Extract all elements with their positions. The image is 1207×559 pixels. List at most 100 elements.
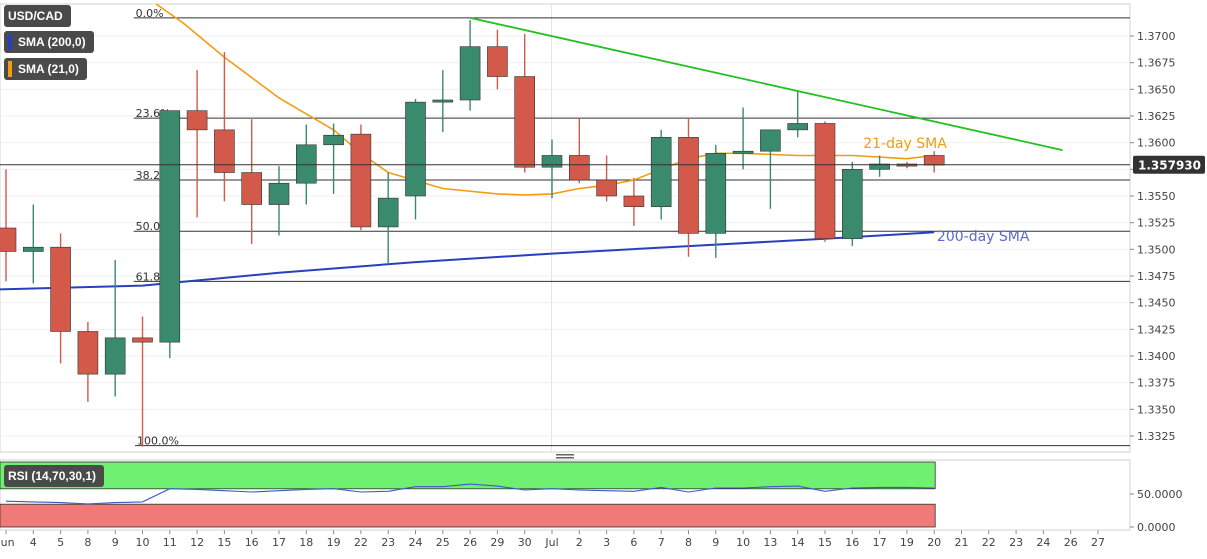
candle-body <box>568 155 590 181</box>
bullish-candle <box>705 144 727 258</box>
y-tick-label: 1.3325 <box>1137 430 1176 443</box>
x-tick-label: 6 <box>630 536 637 549</box>
bearish-candle <box>814 121 836 242</box>
candle-body <box>814 123 836 239</box>
candle-body <box>732 150 754 154</box>
candle-body <box>541 155 563 168</box>
x-tick-label: 10 <box>736 536 750 549</box>
candle-body <box>432 99 454 103</box>
candle-body <box>295 144 317 184</box>
bearish-candle <box>132 316 153 447</box>
candle-body <box>22 246 44 252</box>
candle-body <box>705 153 727 234</box>
candle-body <box>678 137 699 234</box>
rsi-legend[interactable]: RSI (14,70,30,1) <box>4 465 105 487</box>
bearish-candle <box>0 169 17 282</box>
bullish-candle <box>732 107 754 170</box>
bearish-candle <box>350 124 372 231</box>
x-tick-label: 8 <box>84 536 91 549</box>
bullish-candle <box>760 129 781 209</box>
y-tick-label: 1.3650 <box>1137 83 1176 96</box>
candle-body <box>186 110 208 131</box>
candle-body <box>268 182 290 205</box>
bearish-candle <box>514 33 536 173</box>
x-tick-label: 17 <box>272 536 286 549</box>
candle-body <box>787 123 809 131</box>
x-tick-label: Jul <box>544 536 558 549</box>
bearish-candle <box>678 118 699 257</box>
x-tick-label: 15 <box>818 536 832 549</box>
candle-body <box>0 227 17 252</box>
bearish-candle <box>241 119 262 244</box>
bullish-candle <box>22 204 44 284</box>
bullish-candle <box>787 91 809 138</box>
bearish-candle <box>77 321 99 402</box>
x-tick-label: 15 <box>217 536 231 549</box>
y-tick-label: 1.3675 <box>1137 57 1176 70</box>
x-tick-label: 9 <box>112 536 119 549</box>
panel-divider-grip <box>556 457 574 459</box>
sma21-legend-label: SMA (21,0) <box>18 62 79 76</box>
y-tick-label: 1.3400 <box>1137 350 1176 363</box>
bullish-candle <box>841 161 863 247</box>
bearish-candle <box>568 118 590 184</box>
y-tick-label: 1.3375 <box>1137 377 1176 390</box>
sma200-legend[interactable]: SMA (200,0) <box>4 31 94 53</box>
x-tick-label: 19 <box>327 536 341 549</box>
x-tick-label: 26 <box>1064 536 1078 549</box>
x-tick-label: 26 <box>463 536 477 549</box>
rsi-legend-label: RSI (14,70,30,1) <box>8 469 97 483</box>
fib-level-label: 0.0% <box>136 7 164 20</box>
candle-body <box>214 129 235 173</box>
candle-body <box>159 110 181 343</box>
bullish-candle <box>268 166 290 236</box>
y-tick-label: 1.3525 <box>1137 217 1176 230</box>
candle-body <box>650 137 672 207</box>
x-tick-label: 2 <box>576 536 583 549</box>
x-tick-label: 24 <box>1036 536 1050 549</box>
x-tick-label: 16 <box>245 536 259 549</box>
rsi-y-tick-label: 0.0000 <box>1137 521 1176 534</box>
x-tick-label: 5 <box>57 536 64 549</box>
x-tick-label: 30 <box>518 536 532 549</box>
candle-body <box>623 195 645 207</box>
candle-body <box>350 133 372 228</box>
x-tick-label: 7 <box>658 536 665 549</box>
candle-body <box>487 46 508 77</box>
candle-body <box>760 129 781 152</box>
y-tick-label: 1.3700 <box>1137 30 1176 43</box>
symbol-badge[interactable]: USD/CAD <box>4 5 71 27</box>
candle-body <box>923 155 945 166</box>
sma21-annotation: 21-day SMA <box>863 136 947 152</box>
candle-body <box>241 172 262 205</box>
y-tick-label: 1.3550 <box>1137 190 1176 203</box>
y-tick-label: 1.3500 <box>1137 243 1176 256</box>
x-tick-label: 18 <box>299 536 313 549</box>
x-tick-label: 23 <box>381 536 395 549</box>
y-tick-label: 1.3450 <box>1137 297 1176 310</box>
y-tick-label: 1.3350 <box>1137 403 1176 416</box>
candle-body <box>50 246 71 332</box>
x-tick-label: 29 <box>490 536 504 549</box>
candle-body <box>869 163 890 170</box>
y-tick-label: 1.3600 <box>1137 137 1176 150</box>
price-panel-frame <box>0 3 1131 453</box>
candle-body <box>132 337 153 343</box>
sma21-legend[interactable]: SMA (21,0) <box>4 58 87 80</box>
x-tick-label: 25 <box>436 536 450 549</box>
x-tick-label: 14 <box>791 536 805 549</box>
panel-divider-grip <box>556 454 574 456</box>
rsi-oversold-band <box>0 503 936 528</box>
resistance-trendline <box>469 16 1063 152</box>
bearish-candle <box>214 52 235 202</box>
bearish-candle <box>487 29 508 90</box>
candle-body <box>104 337 126 375</box>
y-tick-label: 1.3625 <box>1137 110 1176 123</box>
x-tick-label: 20 <box>927 536 941 549</box>
bearish-candle <box>50 233 71 364</box>
x-tick-label: 24 <box>409 536 423 549</box>
candle-body <box>459 46 481 101</box>
symbol-label: USD/CAD <box>8 9 63 23</box>
